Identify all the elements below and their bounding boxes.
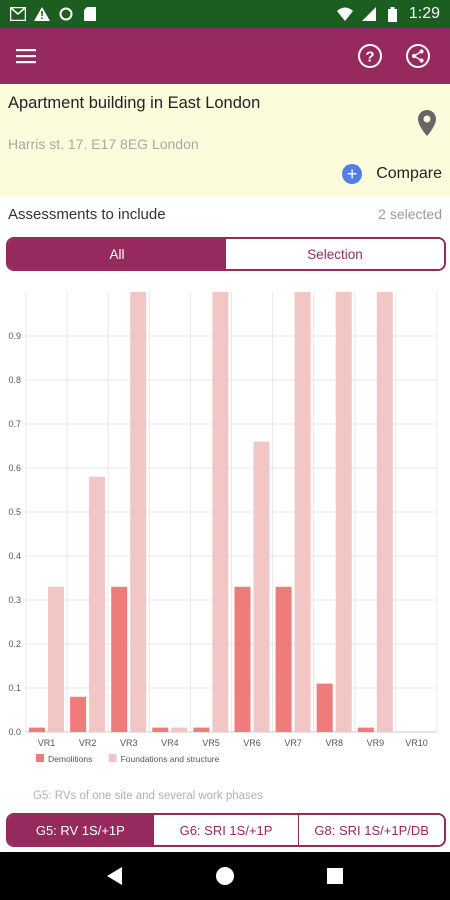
- x-tick-label: VR2: [79, 738, 97, 748]
- bar: [111, 586, 128, 732]
- x-tick-label: VR3: [120, 738, 138, 748]
- chart-caption: G5: RVs of one site and several work pha…: [33, 790, 263, 802]
- bar: [253, 441, 270, 732]
- x-tick-label: VR9: [367, 738, 385, 748]
- bar: [335, 292, 352, 732]
- bar: [171, 727, 188, 732]
- y-tick-label: 0.5: [8, 507, 21, 517]
- bar: [275, 586, 292, 732]
- tab-g6[interactable]: G6: SRI 1S/+1P: [152, 815, 299, 845]
- bar: [193, 727, 210, 732]
- recents-icon: [327, 868, 343, 884]
- help-icon: ?: [358, 44, 382, 68]
- navigation-bar: [0, 852, 450, 900]
- y-tick-label: 0.0: [8, 727, 21, 737]
- x-tick-label: VR5: [202, 738, 220, 748]
- bar: [130, 292, 147, 732]
- x-tick-label: VR6: [243, 738, 261, 748]
- bar: [29, 727, 45, 732]
- chart: 0.0 0.1 0.2 0.3 0.4 0.5 0.6 0.7 0.8 0.9 VR1 VR2 VR3 V…: [0, 282, 450, 782]
- legend-label: Foundations and structure: [121, 754, 220, 764]
- compare-label: Compare: [376, 165, 442, 182]
- bar: [294, 292, 311, 732]
- x-tick-label: VR10: [405, 738, 428, 748]
- status-bar: 1:29: [0, 0, 450, 28]
- bar: [89, 476, 106, 732]
- sd-card-icon: [82, 6, 98, 22]
- compare-button[interactable]: + Compare: [342, 164, 442, 184]
- tab-g5[interactable]: G5: RV 1S/+1P: [8, 815, 153, 845]
- tab-all[interactable]: All: [8, 239, 226, 269]
- wifi-icon: [336, 6, 353, 22]
- bar: [234, 586, 251, 732]
- back-button[interactable]: [95, 856, 135, 896]
- circle-icon: [58, 6, 74, 22]
- chart-group-tabs: G5: RV 1S/+1P G6: SRI 1S/+1P G8: SRI 1S/…: [6, 813, 446, 847]
- project-title: Apartment building in East London: [8, 94, 261, 112]
- svg-text:?: ?: [365, 49, 374, 66]
- assessments-row: Assessments to include 2 selected: [0, 196, 450, 232]
- y-tick-label: 0.2: [8, 639, 21, 649]
- home-icon: [216, 867, 234, 885]
- legend-swatch: [36, 754, 44, 762]
- bar: [48, 586, 64, 732]
- bar: [357, 727, 374, 732]
- x-tick-label: VR1: [38, 738, 56, 748]
- x-tick-label: VR4: [161, 738, 179, 748]
- tab-g8[interactable]: G8: SRI 1S/+1P/DB: [298, 815, 444, 845]
- project-address: Harris st. 17. E17 8EG London: [8, 136, 199, 152]
- x-tick-label: VR8: [325, 738, 343, 748]
- tab-selection[interactable]: Selection: [226, 239, 444, 269]
- help-button[interactable]: ?: [354, 40, 386, 72]
- hamburger-menu-icon: [16, 49, 36, 64]
- share-icon: [406, 44, 430, 68]
- bar: [316, 683, 333, 732]
- y-tick-label: 0.4: [8, 551, 21, 561]
- location-pin-icon: [418, 110, 436, 136]
- legend-swatch: [108, 754, 117, 762]
- bar: [212, 292, 229, 732]
- x-tick-label: VR7: [284, 738, 302, 748]
- y-tick-label: 0.6: [8, 463, 21, 473]
- warning-icon: [34, 6, 50, 22]
- menu-button[interactable]: [16, 42, 44, 70]
- bar: [152, 727, 169, 732]
- back-icon: [107, 867, 122, 885]
- location-button[interactable]: [418, 110, 436, 141]
- plus-icon: +: [342, 164, 363, 184]
- bar: [376, 292, 393, 732]
- selected-count: 2 selected: [378, 206, 442, 222]
- bar-chart: 0.0 0.1 0.2 0.3 0.4 0.5 0.6 0.7 0.8 0.9 VR1 VR2 VR3 V…: [8, 292, 438, 764]
- share-button[interactable]: [402, 40, 434, 72]
- project-header: Apartment building in East London Harris…: [0, 84, 450, 196]
- status-time: 1:29: [408, 5, 440, 22]
- home-button[interactable]: [205, 856, 245, 896]
- gmail-icon: [10, 6, 26, 22]
- y-tick-label: 0.9: [8, 331, 21, 341]
- y-tick-label: 0.1: [8, 683, 21, 693]
- app-bar: ?: [0, 28, 450, 84]
- assessment-filter: All Selection: [6, 237, 446, 271]
- y-tick-label: 0.8: [8, 375, 21, 385]
- y-tick-label: 0.7: [8, 419, 21, 429]
- legend-label: Demolitions: [48, 754, 92, 764]
- bar: [70, 696, 87, 732]
- assessments-label: Assessments to include: [8, 205, 166, 223]
- signal-icon: [361, 6, 377, 22]
- battery-icon: [385, 6, 401, 22]
- y-tick-label: 0.3: [8, 595, 21, 605]
- recents-button[interactable]: [315, 856, 355, 896]
